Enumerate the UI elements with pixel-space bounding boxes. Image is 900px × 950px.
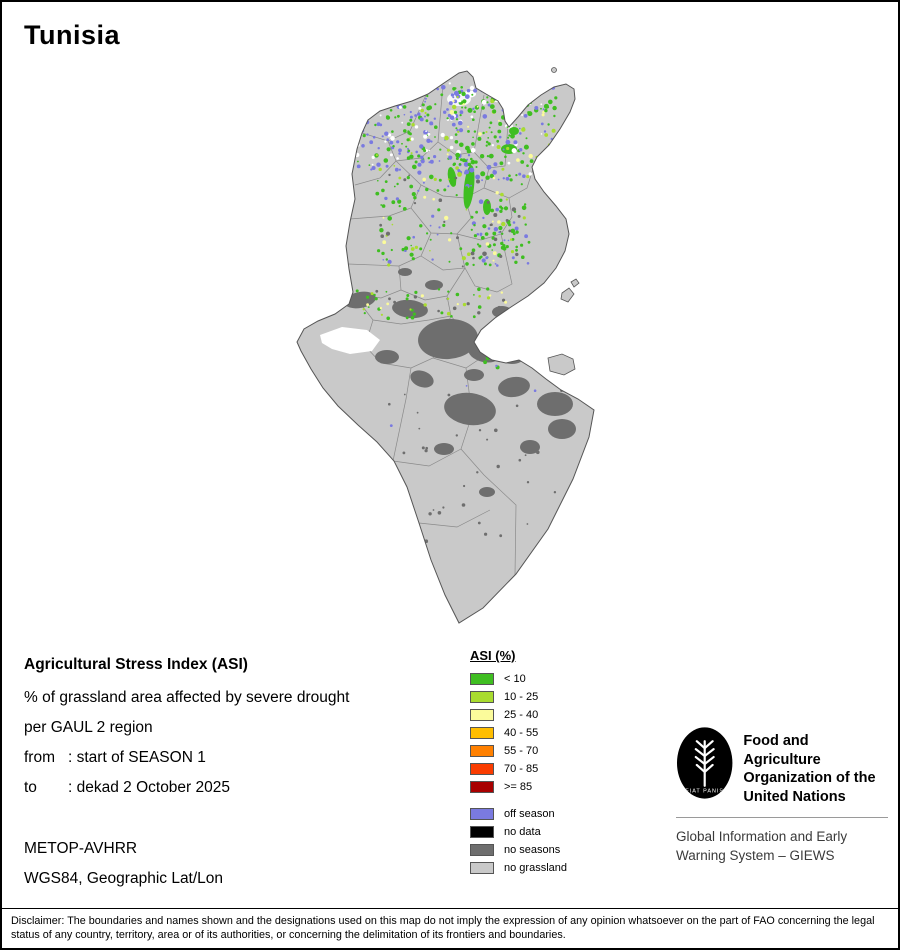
island-djerba: [547, 353, 576, 376]
from-label: from: [24, 749, 55, 766]
asi-description-line1: % of grassland area affected by severe d…: [24, 689, 350, 706]
legend-extra-rows: off season no data no seasons no grassland: [470, 805, 660, 877]
fao-name-line3: United Nations: [743, 788, 846, 805]
legend-gap: [470, 796, 660, 805]
legend-label: no data: [504, 826, 541, 838]
island-kerkennah: [560, 287, 575, 303]
disclaimer-text: Disclaimer: The boundaries and names sho…: [2, 908, 898, 948]
island-kerkennah-north: [570, 278, 580, 288]
legend-class-rows: < 10 10 - 25 25 - 40 40 - 55 55 - 70 70 - 85 >…: [470, 670, 660, 796]
legend-label: off season: [504, 808, 555, 820]
legend-label: < 10: [504, 673, 526, 685]
giews-line2: Warning System – GIEWS: [676, 848, 835, 863]
legend-row: < 10: [470, 670, 660, 688]
legend-swatch: [470, 826, 494, 838]
legend-swatch: [470, 673, 494, 685]
legend-row: no grassland: [470, 859, 660, 877]
projection-name: WGS84, Geographic Lat/Lon: [24, 870, 224, 887]
legend-label: 70 - 85: [504, 763, 539, 775]
legend-label: no seasons: [504, 844, 561, 856]
islands: [547, 67, 580, 376]
fao-name-line2: Organization of the: [743, 770, 876, 786]
legend-swatch: [470, 745, 494, 757]
legend-row: 40 - 55: [470, 724, 660, 742]
island-zembra: [551, 67, 557, 73]
period-to-line: to : dekad 2 October 2025: [24, 779, 230, 797]
page-title: Tunisia: [24, 20, 121, 50]
legend-row: off season: [470, 805, 660, 823]
legend-row: no data: [470, 823, 660, 841]
asi-description-line2: per GAUL 2 region: [24, 719, 153, 736]
legend-row: no seasons: [470, 841, 660, 859]
from-value: : start of SEASON 1: [68, 749, 206, 766]
legend-row: 25 - 40: [470, 706, 660, 724]
legend-swatch: [470, 691, 494, 703]
legend-swatch: [470, 862, 494, 874]
legend-label: no grassland: [504, 862, 567, 874]
fao-block: FIAT PANIS Food and Agriculture Organiza…: [676, 726, 888, 865]
legend-swatch: [470, 781, 494, 793]
legend-swatch: [470, 808, 494, 820]
asi-legend: ASI (%) < 10 10 - 25 25 - 40 40 - 55 55 - 70…: [470, 648, 660, 877]
legend-swatch: [470, 844, 494, 856]
legend-row: 10 - 25: [470, 688, 660, 706]
fao-motto: FIAT PANIS: [685, 789, 724, 795]
legend-swatch: [470, 763, 494, 775]
sensor-name: METOP-AVHRR: [24, 840, 138, 857]
tunisia-map: [296, 67, 595, 624]
fao-divider: [676, 817, 888, 818]
asi-heading: Agricultural Stress Index (ASI): [24, 656, 248, 673]
giews-line1: Global Information and Early: [676, 829, 848, 844]
legend-label: 10 - 25: [504, 691, 539, 703]
to-label: to: [24, 779, 37, 796]
legend-title: ASI (%): [470, 648, 516, 663]
legend-label: 25 - 40: [504, 709, 539, 721]
legend-label: >= 85: [504, 781, 533, 793]
to-value: : dekad 2 October 2025: [68, 779, 231, 796]
legend-row: >= 85: [470, 778, 660, 796]
legend-swatch: [470, 709, 494, 721]
fao-name: Food and Agriculture Organization of the…: [743, 726, 888, 806]
legend-swatch: [470, 727, 494, 739]
legend-label: 55 - 70: [504, 745, 539, 757]
legend-row: 55 - 70: [470, 742, 660, 760]
period-from-line: from : start of SEASON 1: [24, 749, 206, 767]
legend-label: 40 - 55: [504, 727, 539, 739]
fao-logo: FIAT PANIS: [676, 727, 733, 799]
legend-row: 70 - 85: [470, 760, 660, 778]
giews-label: Global Information and Early Warning Sys…: [676, 827, 888, 865]
fao-name-line1: Food and Agriculture: [743, 733, 821, 768]
